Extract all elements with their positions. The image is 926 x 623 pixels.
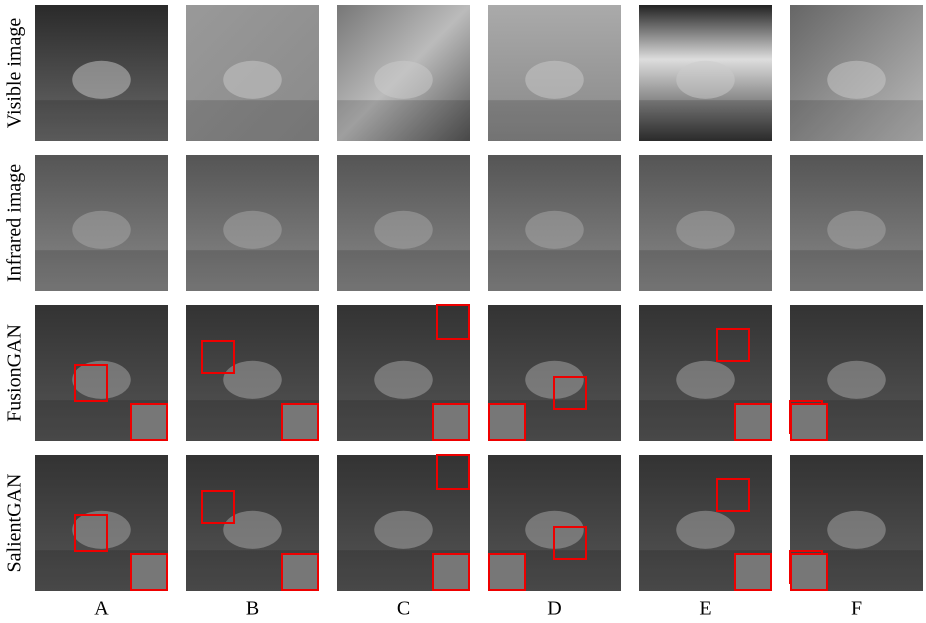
image-detail bbox=[676, 211, 735, 249]
zoom-inset bbox=[433, 404, 469, 440]
image-detail bbox=[827, 61, 886, 99]
image-detail bbox=[186, 100, 319, 141]
zoom-inset bbox=[131, 554, 167, 590]
zoom-inset bbox=[735, 554, 771, 590]
image-detail bbox=[827, 511, 886, 549]
image-detail bbox=[72, 61, 131, 99]
row-label: Visible image bbox=[4, 18, 26, 129]
zoom-inset bbox=[791, 404, 827, 440]
image-detail bbox=[525, 211, 584, 249]
image-detail bbox=[186, 250, 319, 291]
image-detail bbox=[374, 211, 433, 249]
image-detail bbox=[639, 250, 772, 291]
image-detail bbox=[223, 361, 282, 399]
image-detail bbox=[72, 511, 131, 549]
zoom-inset bbox=[131, 404, 167, 440]
image-detail bbox=[374, 511, 433, 549]
zoom-inset bbox=[735, 404, 771, 440]
image-detail bbox=[676, 511, 735, 549]
row-label: Infrared image bbox=[4, 164, 26, 282]
column-label: D bbox=[547, 598, 561, 620]
zoom-inset bbox=[489, 554, 525, 590]
image-detail bbox=[827, 361, 886, 399]
image-detail bbox=[223, 61, 282, 99]
image-detail bbox=[676, 361, 735, 399]
image-detail bbox=[337, 100, 470, 141]
row-label: FusionGAN bbox=[4, 324, 26, 422]
image-detail bbox=[337, 250, 470, 291]
image-detail bbox=[374, 361, 433, 399]
zoom-inset bbox=[433, 554, 469, 590]
image-detail bbox=[223, 211, 282, 249]
image-detail bbox=[35, 250, 168, 291]
column-label: C bbox=[397, 598, 410, 620]
image-detail bbox=[374, 61, 433, 99]
zoom-inset bbox=[791, 554, 827, 590]
row-label: SalientGAN bbox=[4, 474, 26, 573]
column-label: A bbox=[94, 598, 109, 620]
column-label: F bbox=[851, 598, 862, 620]
column-label: E bbox=[699, 598, 711, 620]
image-detail bbox=[488, 250, 621, 291]
image-detail bbox=[488, 100, 621, 141]
image-detail bbox=[223, 511, 282, 549]
figure: Visible image Infrared image FusionGAN Sali… bbox=[0, 0, 926, 623]
zoom-inset bbox=[282, 404, 318, 440]
image-detail bbox=[72, 211, 131, 249]
column-label: B bbox=[246, 598, 259, 620]
image-detail bbox=[525, 61, 584, 99]
zoom-inset bbox=[282, 554, 318, 590]
image-detail bbox=[790, 100, 923, 141]
image-detail bbox=[639, 100, 772, 141]
image-detail bbox=[35, 100, 168, 141]
image-detail bbox=[790, 250, 923, 291]
image-detail bbox=[72, 361, 131, 399]
image-detail bbox=[827, 211, 886, 249]
zoom-inset bbox=[489, 404, 525, 440]
image-detail bbox=[676, 61, 735, 99]
